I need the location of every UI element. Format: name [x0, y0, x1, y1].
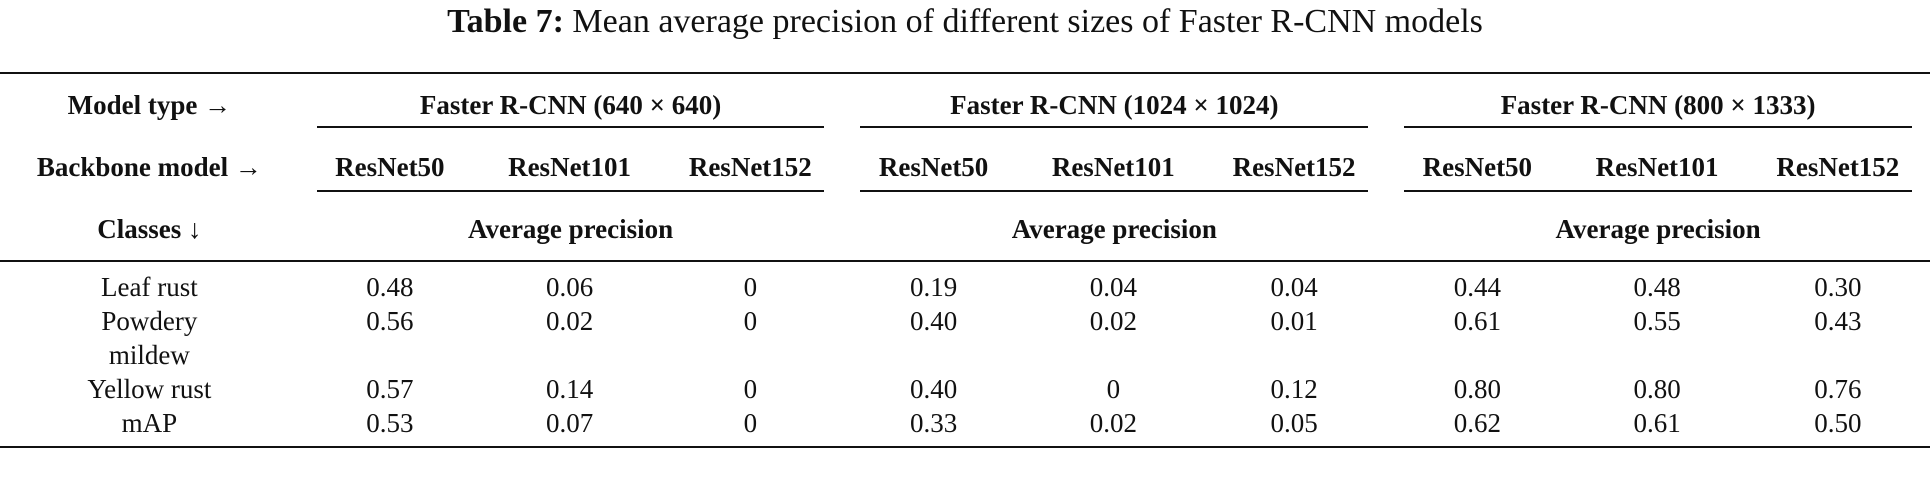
classes-row: Classes ↓ Average precision Average prec… — [0, 198, 1930, 262]
table-cell: 0.56 — [366, 306, 414, 336]
table-cell: 0.53 — [298, 406, 481, 448]
metric-header: Average precision — [1386, 198, 1930, 262]
backbone-row: Backbone model → ResNet50 ResNet101 ResN… — [0, 136, 1930, 198]
row-label: Powdery mildew — [0, 304, 299, 372]
table-cell: 0.02 — [1089, 306, 1137, 336]
backbone-header: ResNet101 — [480, 136, 659, 198]
table-cell: 0.05 — [1201, 406, 1387, 448]
backbone-header: ResNet50 — [1386, 136, 1569, 198]
backbone-header: ResNet152 — [658, 136, 842, 198]
table-cell: 0.01 — [1270, 306, 1318, 336]
table-row: mAP 0.53 0.07 0 0.33 0.02 0.05 0.62 0.61… — [0, 406, 1930, 448]
table-cell: 0.12 — [1270, 374, 1318, 404]
model-type-row: Model type → Faster R-CNN (640 × 640) Fa… — [0, 74, 1930, 136]
backbone-header: ResNet101 — [1568, 136, 1746, 198]
row-label: mAP — [0, 406, 299, 448]
model-type-label: Model type → — [67, 89, 232, 120]
backbone-header: ResNet50 — [842, 136, 1025, 198]
table-cell: 0.62 — [1386, 406, 1569, 448]
row-label-text: Powdery mildew — [101, 306, 198, 370]
table-cell: 0.14 — [545, 374, 594, 404]
table-cell: 0.48 — [366, 272, 414, 302]
table-cell: 0.02 — [545, 306, 594, 336]
table-cell: 0.61 — [1453, 306, 1501, 336]
group-header-640-label: Faster R-CNN (640 × 640) — [419, 89, 722, 120]
group-header-800x1333: Faster R-CNN (800 × 1333) — [1386, 74, 1930, 136]
table-cell: 0 — [743, 272, 758, 302]
table-cell: 0.04 — [1089, 272, 1137, 302]
table-cell: 0.48 — [1633, 272, 1681, 302]
table-cell: 0 — [658, 406, 843, 448]
table-cell: 0.43 — [1814, 306, 1862, 336]
classes-label: Classes ↓ — [0, 198, 299, 262]
table-cell: 0.19 — [909, 272, 958, 302]
table-cell: 0.80 — [1633, 374, 1681, 404]
table-row: Powdery mildew 0.56 0.02 0 0.40 0.02 0.0… — [0, 304, 1930, 372]
table-cell: 0.76 — [1814, 374, 1862, 404]
group-header-1024: Faster R-CNN (1024 × 1024) — [842, 74, 1386, 136]
table-cell: 0.50 — [1745, 406, 1930, 448]
group-header-1024-label: Faster R-CNN (1024 × 1024) — [950, 89, 1279, 120]
backbone-header: ResNet152 — [1745, 136, 1930, 198]
table-caption: Table 7: Mean average precision of diffe… — [0, 0, 1930, 44]
table-row: Yellow rust 0.57 0.14 0 0.40 0 0.12 0.80… — [0, 372, 1930, 406]
table-cell: 0 — [743, 374, 758, 404]
table-cell: 0.57 — [366, 374, 414, 404]
group-underline — [1404, 126, 1912, 128]
table-cell: 0.06 — [545, 272, 594, 302]
backbone-label: Backbone model → — [36, 151, 262, 182]
backbone-header: ResNet152 — [1201, 136, 1386, 198]
table-cell: 0.07 — [480, 406, 659, 448]
table-cell: 0.55 — [1633, 306, 1681, 336]
caption-label: Table 7: — [447, 3, 564, 40]
table-cell: 0.04 — [1270, 272, 1318, 302]
table-cell: 0.80 — [1453, 374, 1501, 404]
group-header-640: Faster R-CNN (640 × 640) — [299, 74, 843, 136]
table-cell: 0.61 — [1568, 406, 1746, 448]
table-cell: 0.30 — [1814, 272, 1862, 302]
table-cell: 0.33 — [842, 406, 1025, 448]
row-label: Yellow rust — [87, 374, 212, 404]
metric-header: Average precision — [842, 198, 1387, 262]
table-cell: 0.40 — [909, 306, 958, 336]
caption-text: Mean average precision of different size… — [572, 3, 1483, 40]
table-row: Leaf rust 0.48 0.06 0 0.19 0.04 0.04 0.4… — [0, 261, 1930, 304]
table-cell: 0.44 — [1453, 272, 1501, 302]
metric-header: Average precision — [298, 198, 843, 262]
results-table: Model type → Faster R-CNN (640 × 640) Fa… — [0, 72, 1930, 448]
backbone-header: ResNet50 — [299, 136, 482, 198]
group-underline — [316, 126, 825, 128]
table-cell: 0.02 — [1024, 406, 1202, 448]
table-cell: 0.40 — [909, 374, 958, 404]
row-label: Leaf rust — [101, 272, 198, 302]
backbone-header: ResNet101 — [1024, 136, 1203, 198]
table-cell: 0 — [1106, 374, 1121, 404]
group-underline — [860, 126, 1369, 128]
group-header-800x1333-label: Faster R-CNN (800 × 1333) — [1500, 89, 1816, 120]
table-cell: 0 — [743, 306, 758, 336]
